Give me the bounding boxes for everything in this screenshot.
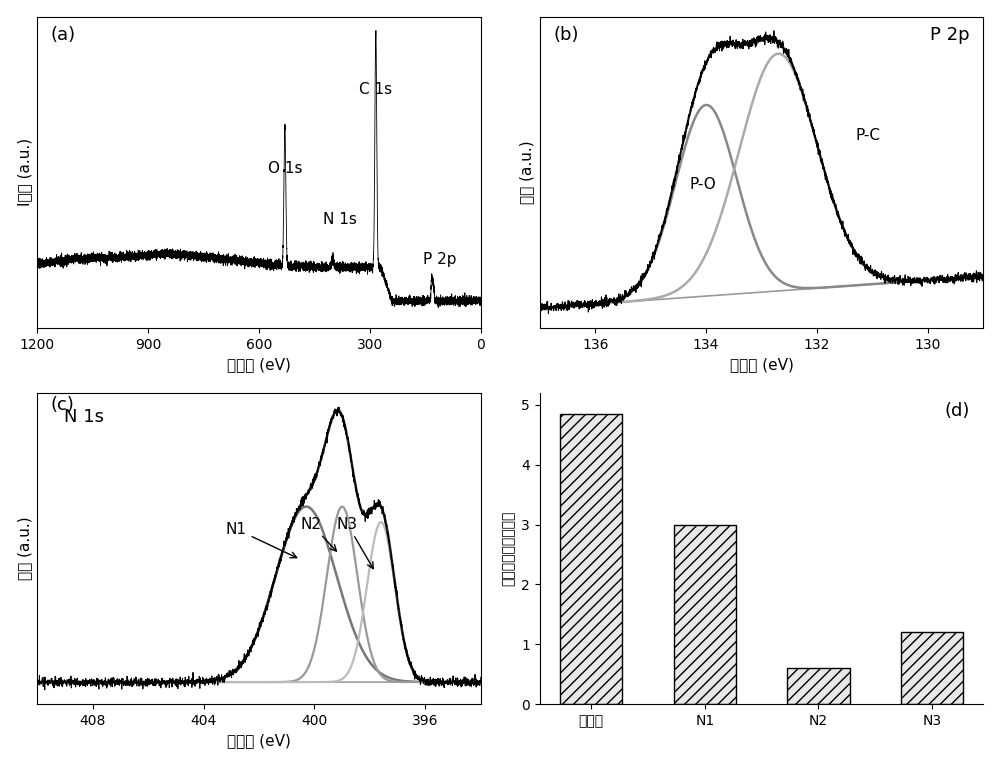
Text: N1: N1 bbox=[226, 522, 297, 558]
Text: O 1s: O 1s bbox=[268, 161, 302, 176]
Y-axis label: 含量（原子百分比）: 含量（原子百分比） bbox=[502, 511, 516, 586]
Text: (d): (d) bbox=[945, 402, 970, 420]
Text: P-C: P-C bbox=[856, 128, 881, 143]
Bar bbox=[674, 525, 736, 704]
Y-axis label: 强度 (a.u.): 强度 (a.u.) bbox=[519, 141, 534, 204]
X-axis label: 结合能 (eV): 结合能 (eV) bbox=[227, 357, 291, 372]
Text: N2: N2 bbox=[301, 516, 336, 551]
Text: N 1s: N 1s bbox=[323, 212, 357, 227]
Text: (c): (c) bbox=[51, 396, 74, 414]
Text: P-O: P-O bbox=[689, 177, 716, 192]
Text: (a): (a) bbox=[51, 26, 76, 44]
Text: P 2p: P 2p bbox=[423, 252, 457, 268]
Y-axis label: I强度 (a.u.): I强度 (a.u.) bbox=[17, 138, 32, 207]
Bar bbox=[560, 414, 622, 704]
Text: (b): (b) bbox=[553, 26, 579, 44]
Bar bbox=[901, 632, 963, 704]
Bar bbox=[787, 668, 850, 704]
Text: C 1s: C 1s bbox=[359, 83, 392, 97]
Text: P 2p: P 2p bbox=[930, 26, 970, 44]
Text: N 1s: N 1s bbox=[64, 409, 104, 426]
Text: N3: N3 bbox=[337, 516, 373, 568]
X-axis label: 结合能 (eV): 结合能 (eV) bbox=[730, 357, 793, 372]
X-axis label: 结合能 (eV): 结合能 (eV) bbox=[227, 734, 291, 748]
Y-axis label: 强度 (a.u.): 强度 (a.u.) bbox=[17, 516, 32, 581]
